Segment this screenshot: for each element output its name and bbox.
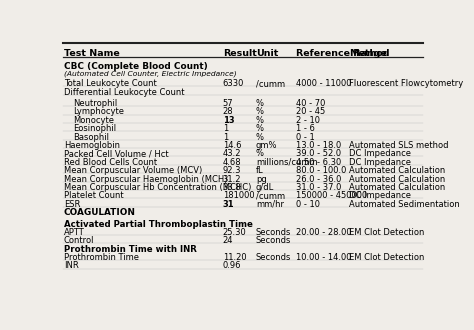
Text: Control: Control — [64, 236, 94, 245]
Text: 31: 31 — [223, 200, 234, 209]
Text: 4.68: 4.68 — [223, 158, 241, 167]
Text: 10.00 - 14.00: 10.00 - 14.00 — [296, 253, 352, 262]
Text: 20 - 45: 20 - 45 — [296, 108, 326, 116]
Text: Haemoglobin: Haemoglobin — [64, 141, 119, 150]
Text: DC Impedance: DC Impedance — [349, 149, 411, 158]
Text: 2 - 10: 2 - 10 — [296, 116, 320, 125]
Text: COAGULATION: COAGULATION — [64, 208, 136, 217]
Text: %: % — [256, 149, 264, 158]
Text: Seconds: Seconds — [256, 236, 291, 245]
Text: 13: 13 — [223, 116, 234, 125]
Text: Packed Cell Volume / Hct: Packed Cell Volume / Hct — [64, 149, 168, 158]
Text: Prothrombin Time: Prothrombin Time — [64, 253, 139, 262]
Text: Automated Sedimentation: Automated Sedimentation — [349, 200, 460, 209]
Text: 20.00 - 28.00: 20.00 - 28.00 — [296, 228, 352, 237]
Text: millions/cumm: millions/cumm — [256, 158, 318, 167]
Text: 31.0 - 37.0: 31.0 - 37.0 — [296, 183, 342, 192]
Text: 80.0 - 100.0: 80.0 - 100.0 — [296, 166, 346, 175]
Text: 1: 1 — [223, 124, 228, 133]
Text: Automated Calculation: Automated Calculation — [349, 166, 446, 175]
Text: ESR: ESR — [64, 200, 80, 209]
Text: %: % — [256, 99, 264, 108]
Text: pg: pg — [256, 175, 266, 183]
Text: Activated Partial Thromboplastin Time: Activated Partial Thromboplastin Time — [64, 219, 253, 228]
Text: EM Clot Detection: EM Clot Detection — [349, 253, 425, 262]
Text: 0.96: 0.96 — [223, 261, 241, 270]
Text: 13.0 - 18.0: 13.0 - 18.0 — [296, 141, 341, 150]
Text: 28: 28 — [223, 108, 233, 116]
Text: Test Name: Test Name — [64, 49, 119, 58]
Text: /cumm: /cumm — [256, 79, 285, 88]
Text: 4.50 - 6.30: 4.50 - 6.30 — [296, 158, 341, 167]
Text: 11.20: 11.20 — [223, 253, 246, 262]
Text: gm%: gm% — [256, 141, 277, 150]
Text: Automated Calculation: Automated Calculation — [349, 183, 446, 192]
Text: Unit: Unit — [256, 49, 278, 58]
Text: %: % — [256, 116, 264, 125]
Text: Automated Calculation: Automated Calculation — [349, 175, 446, 183]
Text: %: % — [256, 133, 264, 142]
Text: 33.8: 33.8 — [223, 183, 241, 192]
Text: Lymphocyte: Lymphocyte — [73, 108, 124, 116]
Text: INR: INR — [64, 261, 78, 270]
Text: Method: Method — [349, 49, 390, 58]
Text: Platelet Count: Platelet Count — [64, 191, 123, 200]
Text: APTT: APTT — [64, 228, 84, 237]
Text: 31.2: 31.2 — [223, 175, 241, 183]
Text: Mean Corpuscular Volume (MCV): Mean Corpuscular Volume (MCV) — [64, 166, 202, 175]
Text: 0 - 10: 0 - 10 — [296, 200, 320, 209]
Text: fL: fL — [256, 166, 264, 175]
Text: Eosinophil: Eosinophil — [73, 124, 116, 133]
Text: 14.6: 14.6 — [223, 141, 241, 150]
Text: DC Impedance: DC Impedance — [349, 158, 411, 167]
Text: mm/hr: mm/hr — [256, 200, 284, 209]
Text: /cumm: /cumm — [256, 191, 285, 200]
Text: (Automated Cell Counter, Electric Impedance): (Automated Cell Counter, Electric Impeda… — [64, 71, 236, 78]
Text: Neutrophil: Neutrophil — [73, 99, 117, 108]
Text: Result: Result — [223, 49, 256, 58]
Text: EM Clot Detection: EM Clot Detection — [349, 228, 425, 237]
Text: 1 - 6: 1 - 6 — [296, 124, 315, 133]
Text: Differential Leukocyte Count: Differential Leukocyte Count — [64, 88, 184, 97]
Text: DC Impedance: DC Impedance — [349, 191, 411, 200]
Text: 150000 - 450000: 150000 - 450000 — [296, 191, 367, 200]
Text: Mean Corpuscular Haemoglobin (MCH): Mean Corpuscular Haemoglobin (MCH) — [64, 175, 227, 183]
Text: 6330: 6330 — [223, 79, 244, 88]
Text: Monocyte: Monocyte — [73, 116, 114, 125]
Text: Mean Corpuscular Hb Concentration (MCHC): Mean Corpuscular Hb Concentration (MCHC) — [64, 183, 251, 192]
Text: 0 - 1: 0 - 1 — [296, 133, 315, 142]
Text: 40 - 70: 40 - 70 — [296, 99, 326, 108]
Text: Seconds: Seconds — [256, 228, 291, 237]
Text: Prothrombin Time with INR: Prothrombin Time with INR — [64, 245, 197, 254]
Text: 181000: 181000 — [223, 191, 255, 200]
Text: g/dL: g/dL — [256, 183, 274, 192]
Text: Red Blood Cells Count: Red Blood Cells Count — [64, 158, 157, 167]
Text: 1: 1 — [223, 133, 228, 142]
Text: Seconds: Seconds — [256, 253, 291, 262]
Text: 39.0 - 52.0: 39.0 - 52.0 — [296, 149, 341, 158]
Text: Basophil: Basophil — [73, 133, 109, 142]
Text: %: % — [256, 124, 264, 133]
Text: 43.2: 43.2 — [223, 149, 241, 158]
Text: 4000 - 11000: 4000 - 11000 — [296, 79, 352, 88]
Text: %: % — [256, 108, 264, 116]
Text: 57: 57 — [223, 99, 233, 108]
Text: Reference Range: Reference Range — [296, 49, 387, 58]
Text: 26.0 - 36.0: 26.0 - 36.0 — [296, 175, 342, 183]
Text: CBC (Complete Blood Count): CBC (Complete Blood Count) — [64, 62, 208, 72]
Text: Total Leukocyte Count: Total Leukocyte Count — [64, 79, 156, 88]
Text: 92.3: 92.3 — [223, 166, 241, 175]
Text: 25.30: 25.30 — [223, 228, 246, 237]
Text: 24: 24 — [223, 236, 233, 245]
Text: Fluorescent Flowcytometry: Fluorescent Flowcytometry — [349, 79, 464, 88]
Text: Automated SLS method: Automated SLS method — [349, 141, 449, 150]
